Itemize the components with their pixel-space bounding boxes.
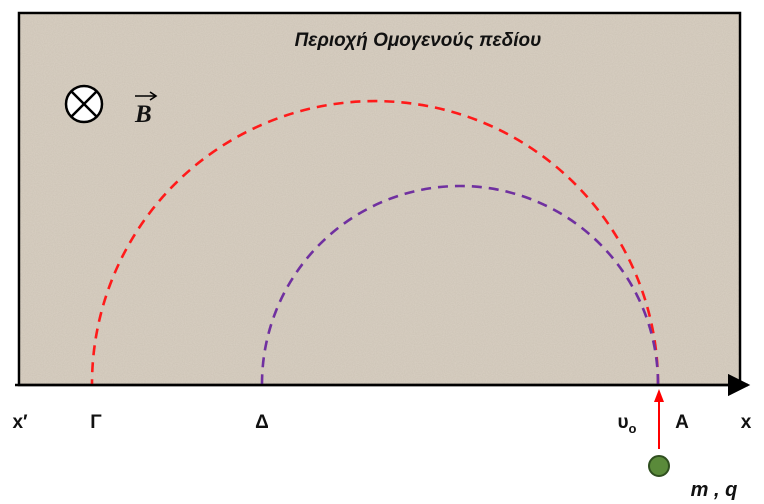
magnetic-field-symbol: B — [134, 101, 152, 128]
point-delta-label: Δ — [255, 412, 269, 433]
point-a-label: A — [675, 412, 689, 433]
outer-trajectory-semicircle — [90, 99, 660, 385]
axis-left-label: x′ — [12, 412, 28, 433]
particle-label: m , q — [691, 479, 738, 501]
velocity-subscript: o — [629, 421, 637, 436]
inner-trajectory-semicircle — [260, 184, 660, 385]
velocity-arrow-icon — [654, 389, 664, 449]
magnetic-field-vector-label: B — [134, 91, 158, 128]
point-gamma-label: Γ — [90, 412, 102, 433]
velocity-label: υo — [617, 412, 636, 436]
charged-particle — [648, 455, 670, 477]
field-texture — [20, 14, 739, 384]
field-region-title: Περιοχή Ομογενούς πεδίου — [295, 30, 542, 51]
velocity-symbol: υ — [617, 412, 628, 433]
into-page-circle-cross-icon — [64, 84, 104, 124]
axis-right-label: x — [741, 412, 752, 433]
